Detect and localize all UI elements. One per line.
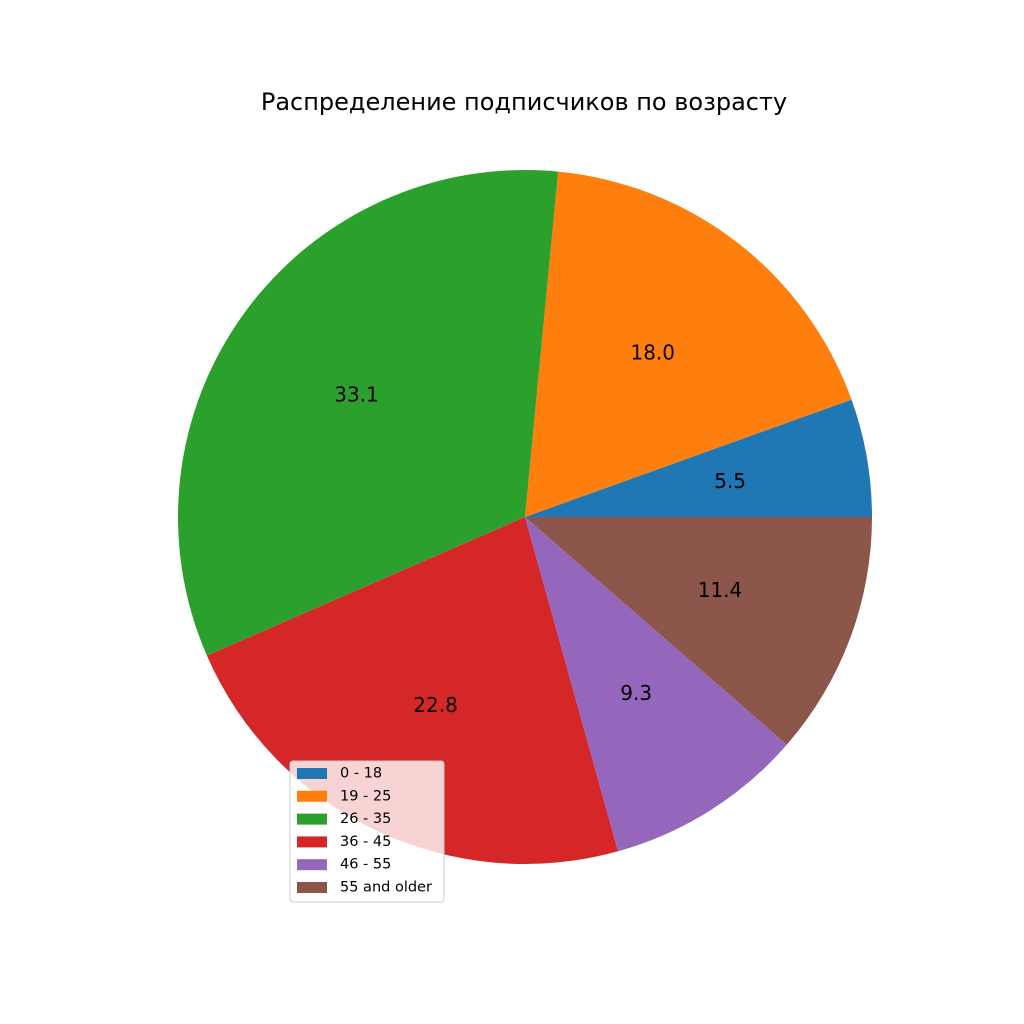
legend-frame bbox=[289, 760, 445, 903]
slice-data-label: 18.0 bbox=[630, 341, 675, 365]
slice-data-label: 11.4 bbox=[698, 578, 743, 602]
pie-slice-1 bbox=[525, 399, 872, 517]
pie-slice-6 bbox=[525, 517, 872, 745]
pie-slice-3 bbox=[178, 170, 559, 656]
slice-data-label: 9.3 bbox=[620, 681, 652, 705]
legend-swatch bbox=[297, 768, 327, 779]
legend-swatch bbox=[297, 790, 327, 802]
slice-data-label: 33.1 bbox=[334, 383, 379, 407]
legend-swatch bbox=[297, 836, 327, 848]
legend-swatch bbox=[297, 813, 327, 825]
legend-label: 26 - 35 bbox=[340, 811, 391, 827]
pie-slice-5 bbox=[525, 517, 787, 852]
legend-label: 55 and older bbox=[340, 880, 432, 896]
legend-label: 0 - 18 bbox=[340, 766, 382, 782]
slice-data-label: 5.5 bbox=[714, 469, 746, 493]
pie-slice-2 bbox=[525, 171, 852, 517]
legend-label: 36 - 45 bbox=[340, 834, 391, 850]
legend-swatch bbox=[297, 882, 327, 893]
pie-slices bbox=[178, 170, 872, 864]
legend-label: 46 - 55 bbox=[340, 857, 391, 873]
slice-data-label: 22.8 bbox=[413, 693, 458, 717]
legend-label: 19 - 25 bbox=[340, 788, 391, 804]
legend-entries: 0 - 18 19 - 25 26 - 35 36 - 45 46 - 55 55 and… bbox=[297, 766, 432, 896]
chart-title: Распределение подписчиков по возрасту bbox=[261, 88, 787, 116]
pie-data-labels: 5.5 18.0 33.1 22.8 9.3 11.4 bbox=[334, 341, 746, 717]
legend-swatch bbox=[297, 859, 327, 871]
chart-legend: 0 - 18 19 - 25 26 - 35 36 - 45 46 - 55 55 and… bbox=[289, 760, 445, 903]
